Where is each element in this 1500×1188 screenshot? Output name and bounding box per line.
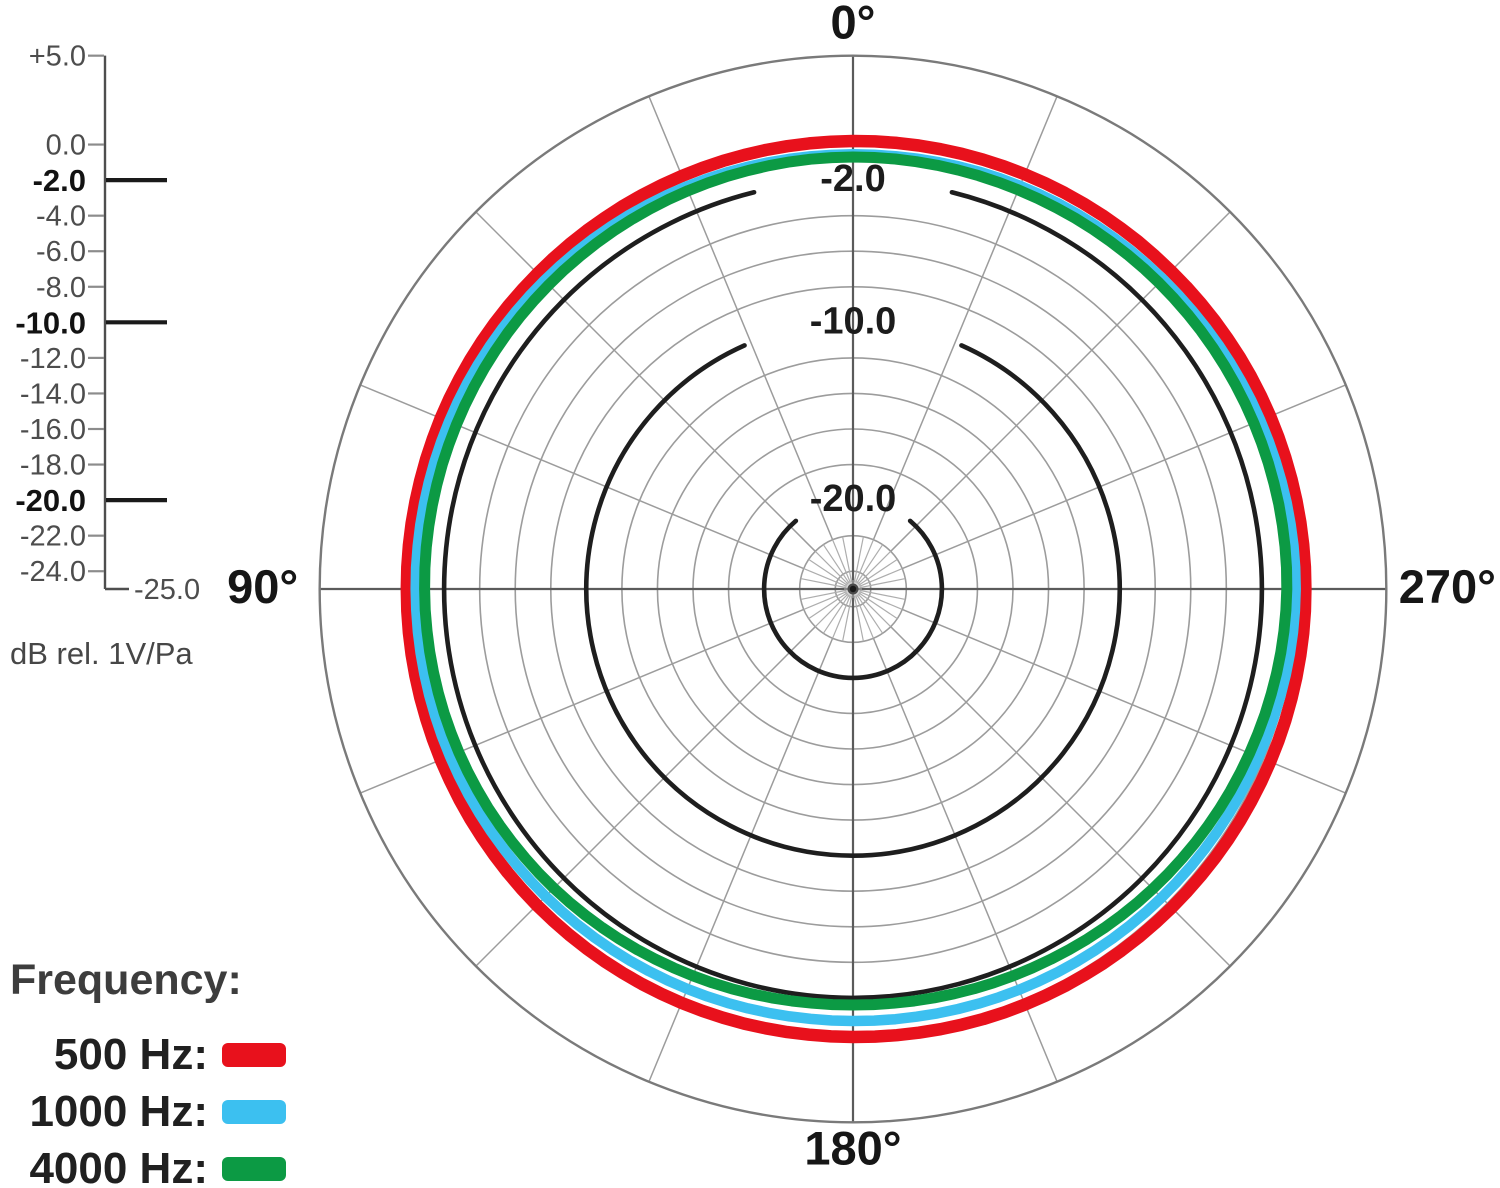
fine-spoke (857, 550, 892, 585)
scale-tick-label: -2.0 (33, 163, 86, 198)
legend-item-label: 500 Hz: (53, 1030, 208, 1079)
fine-spoke (856, 594, 884, 634)
angle-label: 0° (831, 0, 876, 49)
fine-spoke (842, 536, 853, 583)
scale-tick-label: 0.0 (46, 130, 86, 162)
scale-tick-label: -20.0 (15, 483, 86, 518)
db-circle (584, 343, 1122, 858)
fine-spoke (832, 539, 851, 583)
scale-tick-label: -8.0 (36, 272, 86, 304)
legend-item-label: 1000 Hz: (29, 1087, 208, 1136)
fine-spoke (800, 578, 847, 589)
scale-tick-label: -6.0 (36, 236, 86, 268)
polar-grid (318, 54, 1388, 1124)
radial-unit-label: dB rel. 1V/Pa (10, 636, 193, 671)
outer-boundary-circle (318, 54, 1388, 1124)
fine-spoke (858, 592, 898, 620)
legend-swatch-1000hz (222, 1100, 286, 1124)
fine-spoke (859, 589, 906, 600)
db-circle-label: -10.0 (810, 300, 897, 342)
legend-item: 4000 Hz: (10, 1145, 286, 1188)
fine-spoke (808, 592, 848, 620)
chart-labels: -2.0 -10.0 -20.0 0° 90° 180° 270° (227, 0, 1496, 1174)
fine-spoke (855, 595, 874, 639)
fine-spoke (832, 595, 851, 639)
scale-tick-label: -12.0 (20, 343, 86, 375)
fine-spoke (808, 558, 848, 586)
db-circle-label: -2.0 (820, 158, 885, 200)
fine-spoke (859, 591, 903, 610)
fine-spoke (803, 568, 847, 587)
scale-tick-label: -4.0 (36, 201, 86, 233)
major-spoke (475, 211, 816, 552)
fine-spoke (822, 544, 850, 584)
fine-spoke (858, 558, 898, 586)
angle-label: 270° (1399, 560, 1496, 613)
angle-label: 90° (227, 560, 298, 613)
curve-500hz (400, 134, 1312, 1044)
angle-label: 180° (804, 1121, 901, 1174)
scale-tick-label: -14.0 (20, 378, 86, 410)
legend-item: 1000 Hz: (10, 1088, 286, 1136)
fine-spoke (855, 539, 874, 583)
db-circle (441, 189, 1265, 1001)
fine-spoke (814, 550, 849, 585)
center-dot-core (849, 585, 857, 593)
fine-spoke (853, 536, 864, 583)
fine-spoke (822, 594, 850, 634)
legend-title: Frequency: (10, 956, 242, 1004)
legend-item: 500 Hz: (10, 1031, 286, 1079)
major-spoke (359, 384, 805, 570)
scale-tick-label: -16.0 (20, 414, 86, 446)
curve-4000hz (419, 151, 1293, 1011)
db-circle (761, 518, 945, 681)
legend-item-label: 4000 Hz: (29, 1144, 208, 1188)
frequency-curves (400, 134, 1312, 1044)
radial-db-scale: +5.0 0.0-2.0-4.0-6.0 -8.0-10.0-12.0-14.0 -1… (15, 41, 200, 606)
fine-spoke (859, 578, 906, 589)
scale-tick-label: -10.0 (15, 305, 86, 340)
scale-tick-label: -18.0 (20, 450, 86, 482)
major-spoke (359, 608, 805, 794)
fine-spoke (856, 544, 884, 584)
fine-spoke (859, 568, 903, 587)
db-circle-label: -20.0 (810, 478, 897, 520)
scale-tick-label: -22.0 (20, 521, 86, 553)
scale-end-label: -25.0 (134, 574, 200, 606)
legend-swatch-500hz (222, 1043, 286, 1067)
fine-spoke (857, 593, 892, 628)
curve-1000hz (410, 149, 1301, 1027)
scale-tick-label: +5.0 (29, 41, 86, 73)
scale-tick-label: -24.0 (20, 556, 86, 588)
fine-spoke (853, 595, 864, 642)
legend-rows: 500 Hz: 1000 Hz: 4000 Hz: (10, 1031, 286, 1188)
fine-spoke (803, 591, 847, 610)
legend: Frequency: 500 Hz: 1000 Hz: 4000 Hz: (10, 956, 286, 1188)
labeled-db-circles (441, 189, 1265, 1001)
fine-spoke (800, 589, 847, 600)
fine-spoke (842, 595, 853, 642)
legend-swatch-4000hz (222, 1157, 286, 1181)
fine-spoke (814, 593, 849, 628)
